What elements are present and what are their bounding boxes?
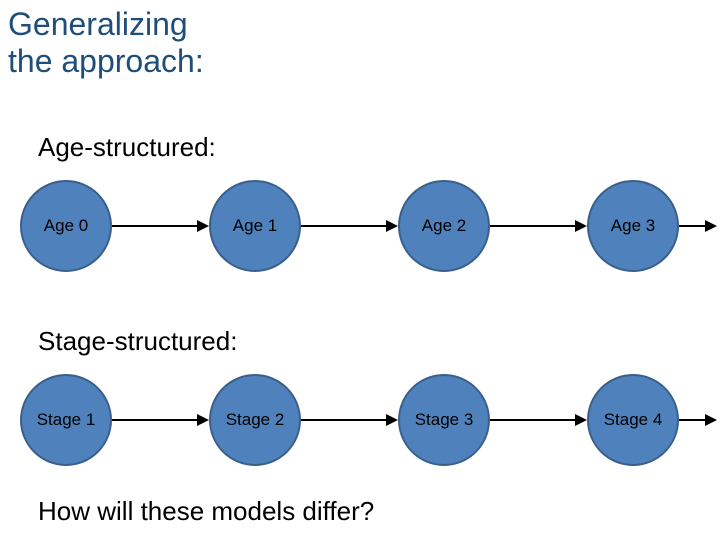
title-line-2: the approach: — [8, 43, 204, 79]
stage-node-3: Stage 4 — [587, 374, 679, 466]
stage-structured-label: Stage-structured: — [38, 326, 237, 357]
stage-node-2: Stage 3 — [398, 374, 490, 466]
age-node-0: Age 0 — [20, 180, 112, 272]
age-node-3-label: Age 3 — [611, 216, 655, 236]
stage-node-0: Stage 1 — [20, 374, 112, 466]
stage-node-1: Stage 2 — [209, 374, 301, 466]
title-line-1: Generalizing — [8, 6, 188, 42]
age-node-2: Age 2 — [398, 180, 490, 272]
stage-node-2-label: Stage 3 — [415, 410, 474, 430]
stage-node-3-label: Stage 4 — [604, 410, 663, 430]
age-node-3: Age 3 — [587, 180, 679, 272]
stage-node-1-label: Stage 2 — [226, 410, 285, 430]
age-node-1: Age 1 — [209, 180, 301, 272]
age-structured-label: Age-structured: — [38, 132, 216, 163]
age-node-0-label: Age 0 — [44, 216, 88, 236]
footer-question: How will these models differ? — [38, 496, 374, 527]
age-node-1-label: Age 1 — [233, 216, 277, 236]
slide-title: Generalizing the approach: — [8, 6, 204, 80]
age-node-2-label: Age 2 — [422, 216, 466, 236]
stage-node-0-label: Stage 1 — [37, 410, 96, 430]
